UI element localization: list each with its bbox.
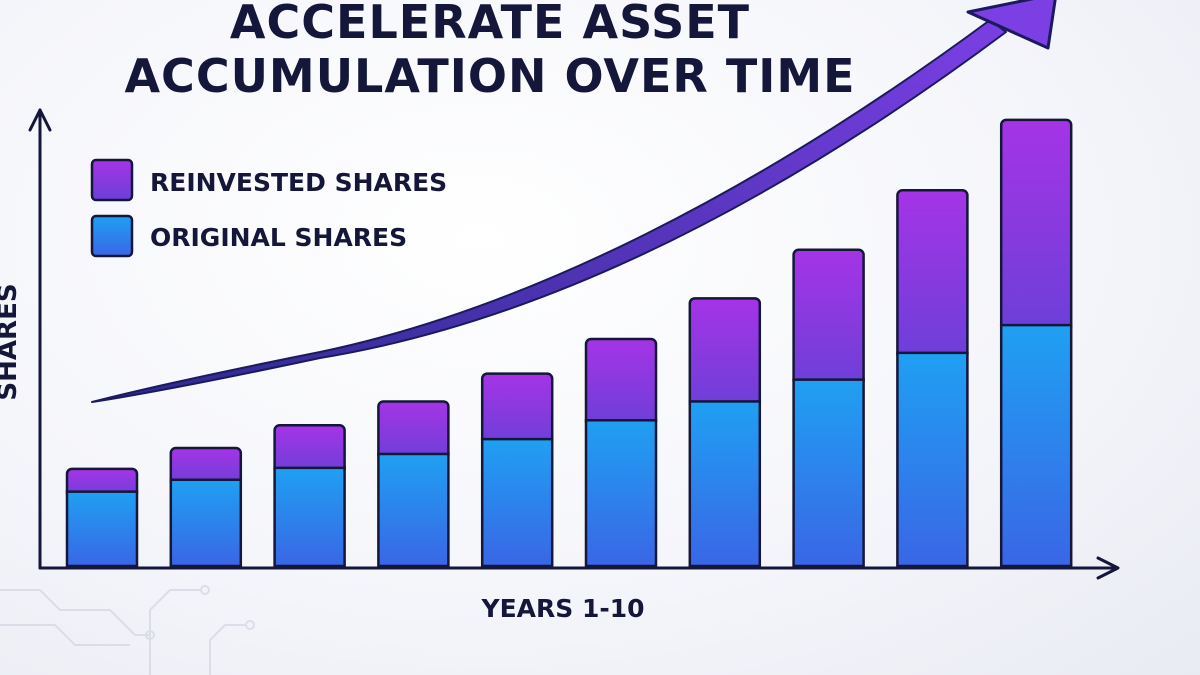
bar-segment-original <box>377 452 450 568</box>
x-axis-arrowhead <box>1096 556 1120 580</box>
y-axis-label: SHARES <box>0 283 23 400</box>
bar-segment-reinvested <box>999 118 1073 333</box>
bar-segment-original <box>65 490 139 568</box>
bar-year-1 <box>65 467 139 568</box>
background-circuit-decoration <box>0 585 255 675</box>
bar-segment-reinvested <box>688 297 762 409</box>
x-axis-label: YEARS 1-10 <box>480 594 644 623</box>
bar-year-2 <box>169 446 243 568</box>
bar-segment-original <box>584 419 658 568</box>
bar-segment-reinvested <box>584 337 658 428</box>
legend-swatch-reinvested <box>90 158 134 202</box>
chart-title-line-1: ACCELERATE ASSET <box>230 0 750 49</box>
bar-segment-reinvested <box>377 400 450 462</box>
bar-segment-original <box>999 323 1073 568</box>
bar-segment-original <box>480 437 554 568</box>
legend-label-reinvested: REINVESTED SHARES <box>150 168 447 197</box>
y-axis-arrowhead <box>28 108 52 132</box>
bar-year-7 <box>688 297 762 568</box>
bar-year-3 <box>273 423 346 568</box>
legend-label-original: ORIGINAL SHARES <box>150 223 407 252</box>
bar-year-6 <box>584 337 658 568</box>
bar-year-10 <box>999 118 1073 568</box>
bars <box>65 118 1073 568</box>
axes <box>28 108 1120 580</box>
bar-year-8 <box>792 248 865 568</box>
bar-year-4 <box>377 400 450 568</box>
bar-year-9 <box>896 189 969 568</box>
bar-segment-reinvested <box>896 189 969 361</box>
bar-segment-original <box>688 400 762 568</box>
bar-segment-original <box>169 478 243 568</box>
growth-trend-arrow <box>91 0 1057 403</box>
legend: REINVESTED SHARES ORIGINAL SHARES <box>90 158 447 258</box>
bar-segment-reinvested <box>792 248 865 387</box>
chart-title-line-2: ACCUMULATION OVER TIME <box>124 49 855 103</box>
bar-segment-reinvested <box>273 423 346 476</box>
bar-segment-original <box>273 466 346 568</box>
bar-segment-original <box>896 351 969 568</box>
bar-segment-original <box>792 378 865 568</box>
bar-segment-reinvested <box>480 372 554 447</box>
bar-year-5 <box>480 372 554 568</box>
legend-swatch-original <box>90 214 134 258</box>
